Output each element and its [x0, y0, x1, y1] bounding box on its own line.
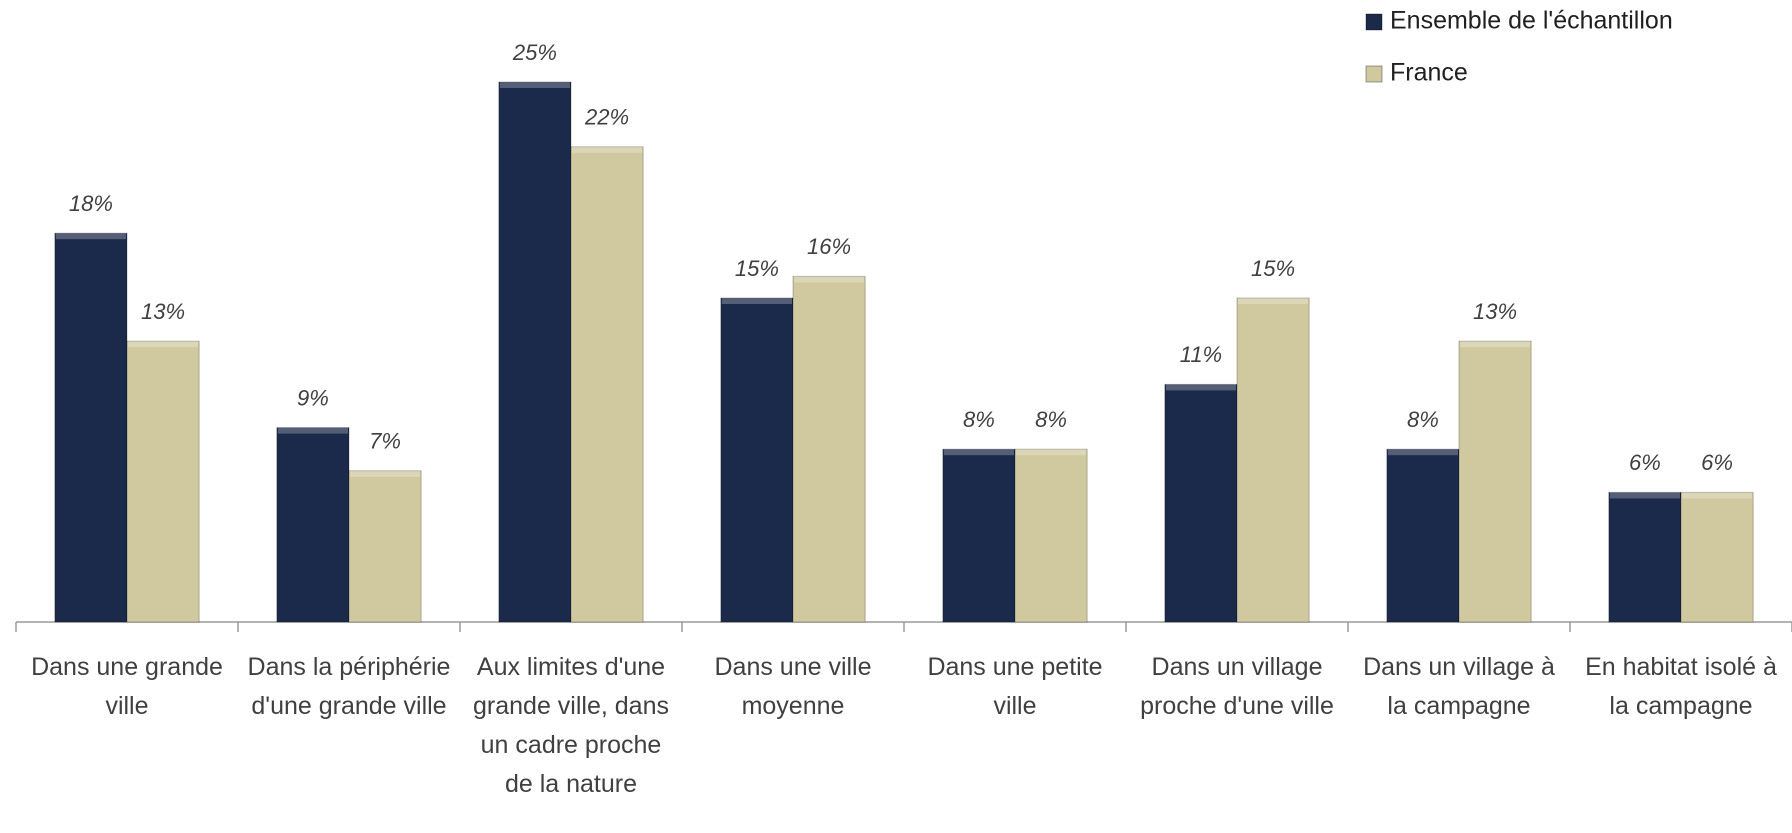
bar	[942, 448, 1016, 623]
data-label: 8%	[963, 407, 995, 432]
bar-highlight	[1387, 449, 1458, 456]
bar-highlight	[1016, 449, 1087, 456]
data-label: 7%	[369, 429, 401, 454]
legend-swatch	[1365, 13, 1383, 31]
x-tick-label: Dans une petite ville	[927, 653, 1103, 720]
legend-swatch	[1365, 65, 1383, 83]
bar-highlight	[943, 449, 1014, 456]
data-label: 25%	[512, 40, 557, 65]
data-label: 9%	[297, 385, 329, 410]
data-label: 15%	[1251, 256, 1295, 281]
data-label: 22%	[584, 105, 629, 130]
bar-highlight	[1238, 298, 1309, 304]
data-label: 6%	[1701, 450, 1733, 475]
bar-highlight	[499, 82, 570, 88]
data-label: 18%	[69, 191, 113, 216]
bar	[792, 275, 866, 623]
bar-highlight	[1165, 384, 1236, 391]
data-label: 13%	[1473, 299, 1517, 324]
bar-highlight	[1609, 492, 1680, 499]
bar-highlight	[721, 298, 792, 304]
bar	[1608, 491, 1682, 623]
legend-label: France	[1390, 59, 1468, 87]
bar-highlight	[55, 233, 126, 240]
data-label: 11%	[1180, 342, 1222, 367]
bar	[126, 340, 200, 623]
legend-label: Ensemble de l'échantillon	[1390, 7, 1673, 35]
bar-highlight	[128, 341, 199, 348]
bar	[1164, 383, 1238, 623]
bar-highlight	[1682, 492, 1753, 499]
bar	[570, 146, 644, 623]
bar	[498, 81, 572, 623]
bar	[1236, 297, 1310, 623]
data-label: 13%	[141, 299, 185, 324]
data-label: 15%	[735, 256, 779, 281]
bar	[348, 470, 422, 623]
bar	[1680, 491, 1754, 623]
x-tick-label: Dans la périphérie d'une grande ville	[247, 653, 451, 720]
bar-highlight	[277, 427, 348, 434]
x-tick-label: Dans une grande ville	[31, 653, 223, 720]
bar	[1014, 448, 1088, 623]
x-tick-label: Dans un village proche d'une ville	[1140, 653, 1334, 720]
bar-highlight	[572, 146, 643, 153]
bar-highlight	[350, 470, 421, 477]
data-label: 8%	[1407, 407, 1439, 432]
x-tick-label: Dans un village à la campagne	[1363, 653, 1555, 720]
data-label: 6%	[1629, 450, 1661, 475]
data-label: 8%	[1035, 407, 1067, 432]
bar-highlight	[794, 276, 865, 283]
x-tick-label: En habitat isolé à la campagne	[1585, 653, 1777, 720]
bar	[54, 232, 128, 623]
bar-highlight	[1460, 341, 1531, 348]
bar	[720, 297, 794, 623]
bar	[276, 427, 350, 623]
x-tick-label: Dans une ville moyenne	[714, 653, 872, 720]
bar	[1386, 448, 1460, 623]
bar	[1458, 340, 1532, 623]
x-tick-label: Aux limites d'une grande ville, dans un …	[473, 653, 669, 798]
data-label: 16%	[807, 234, 851, 259]
